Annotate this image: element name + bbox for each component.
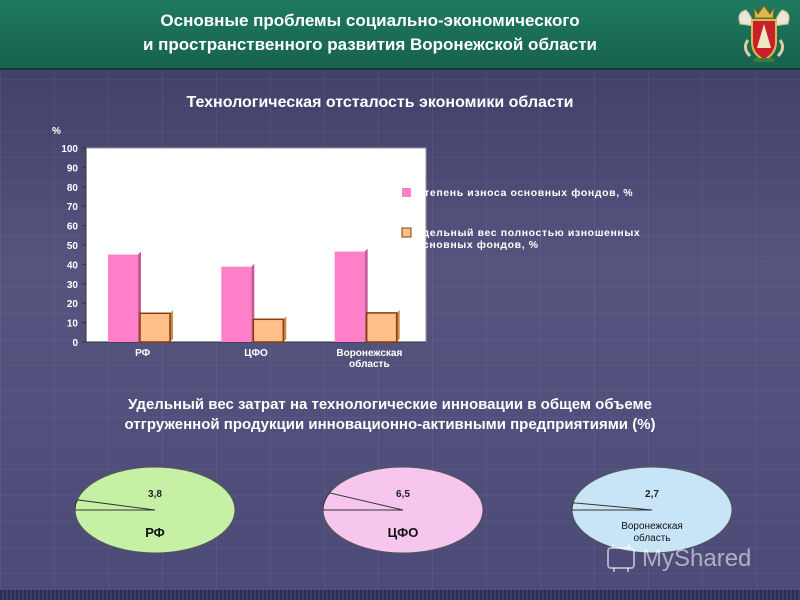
- bar: [108, 254, 138, 342]
- bar-data-label: 38,8: [226, 246, 247, 258]
- bar-data-label: 14,8: [148, 292, 169, 304]
- bottom-strip: [0, 590, 800, 600]
- y-tick-label: 60: [67, 222, 79, 233]
- y-tick-label: 20: [67, 299, 79, 310]
- legend-swatch: [402, 188, 411, 197]
- pie-value-label: 6,5: [396, 489, 410, 500]
- plot-area: [85, 147, 427, 343]
- x-tick-label: Воронежская область: [336, 348, 402, 370]
- x-tick-label: ЦФО: [244, 348, 268, 359]
- innovation-title-line1: Удельный вес затрат на технологические и…: [128, 396, 652, 413]
- header-bar: Основные проблемы социально-экономическо…: [0, 0, 800, 70]
- bar: [252, 318, 285, 343]
- myshared-logo-icon: MyShared: [607, 544, 751, 572]
- innovation-title: Удельный вес затрат на технологические и…: [40, 395, 740, 435]
- y-tick-label: 90: [67, 163, 79, 174]
- chart-title: Технологическая отсталость экономики обл…: [186, 94, 574, 111]
- y-tick-label: 80: [67, 183, 79, 194]
- pie-charts: 3,8 РФ 6,5 ЦФО 2,7 Воронежская область: [74, 466, 733, 554]
- pie-slice-value: [74, 499, 156, 511]
- innovation-title-line2: отгруженной продукции инновационно-актив…: [124, 416, 656, 433]
- legend-swatch: [401, 227, 412, 238]
- coat-of-arms-icon: [738, 5, 790, 62]
- bar: [334, 251, 365, 342]
- y-tick-label: 70: [67, 202, 79, 213]
- slide-title: Основные проблемы социально-экономическо…: [0, 9, 740, 57]
- pie-value-label: 2,7: [645, 489, 659, 500]
- y-axis-label: %: [52, 126, 61, 137]
- y-tick-label: 40: [67, 260, 79, 271]
- y-tick-label: 50: [67, 241, 79, 252]
- watermark-text: MyShared: [642, 545, 751, 572]
- pie-name-label: ЦФО: [388, 525, 419, 540]
- slide-title-line2: и пространственного развития Воронежской…: [142, 35, 598, 54]
- bar: [365, 312, 398, 343]
- x-tick-label: РФ: [135, 348, 151, 359]
- y-tick-label: 10: [67, 319, 79, 330]
- y-tick-label: 0: [72, 338, 78, 349]
- pie-value-label: 3,8: [148, 489, 162, 500]
- pie-slice-value: [322, 492, 404, 511]
- bar: [221, 266, 252, 342]
- bar-data-label: 11,7: [262, 298, 283, 310]
- slide-title-line1: Основные проблемы социально-экономическо…: [160, 11, 580, 30]
- pie-name-label: РФ: [145, 525, 165, 540]
- bar-chart: % 0 10 20 30 40 50 60 70 80 90 100 45,1 14,8 РФ 38,8 11,…: [52, 126, 640, 370]
- y-tick-label: 100: [61, 144, 78, 155]
- pie-slice-value: [571, 502, 653, 511]
- bar-data-label: 45,1: [112, 234, 133, 246]
- pie-name-label: Воронежская область: [621, 521, 683, 544]
- bar-data-label: 46,6: [339, 231, 360, 243]
- bar-data-label: 15: [380, 292, 392, 304]
- y-tick-label: 30: [67, 280, 79, 291]
- legend-label: Удельный вес полностью изношенных основны…: [416, 227, 640, 251]
- legend-label: Степень износа основных фондов, %: [416, 187, 633, 199]
- bar: [139, 312, 171, 343]
